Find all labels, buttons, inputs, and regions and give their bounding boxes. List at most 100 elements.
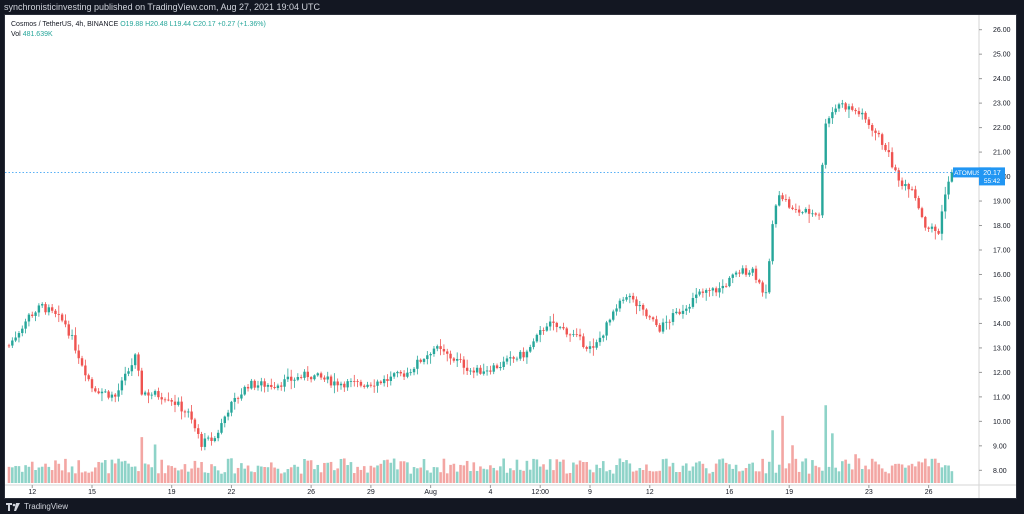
candle-body (180, 401, 183, 412)
volume-bar (379, 463, 383, 483)
candle-body (110, 394, 114, 398)
volume-bar (734, 464, 738, 483)
volume-bar (684, 463, 688, 483)
x-tick-label: 19 (785, 489, 793, 496)
price-chart[interactable]: 26.0025.0024.0023.0022.0021.0020.0019.00… (5, 15, 1016, 498)
volume-bar (641, 469, 645, 483)
candle-body (764, 292, 768, 294)
legend-vol-label: Vol (11, 31, 21, 38)
volume-bar (910, 463, 914, 483)
volume-bar (801, 461, 804, 483)
volume-bar (289, 467, 293, 483)
candle-body (316, 373, 319, 376)
volume-bar (273, 467, 276, 483)
volume-bar (190, 468, 193, 483)
candle-body (641, 305, 645, 310)
y-tick-label: 12.00 (993, 370, 1011, 377)
candle-body (223, 416, 226, 424)
candle-body (359, 381, 363, 386)
volume-bar (243, 468, 247, 483)
volume-bar (250, 471, 253, 483)
candle-body (791, 207, 794, 210)
candle-body (386, 379, 389, 381)
candle-body (525, 351, 529, 358)
candle-body (788, 199, 791, 208)
volume-bar (47, 466, 51, 483)
candle-body (754, 268, 758, 280)
candle-body (618, 300, 622, 309)
candle-body (356, 381, 359, 382)
volume-bar (927, 466, 930, 483)
candle-body (412, 368, 416, 373)
y-tick-label: 21.00 (993, 150, 1011, 157)
volume-bar (103, 460, 107, 483)
volume-bar (399, 461, 403, 483)
volume-bar (924, 458, 927, 483)
volume-bar (857, 458, 861, 483)
volume-bar (904, 467, 907, 483)
candle-body (940, 211, 944, 234)
volume-bar (459, 464, 462, 483)
symbol-tag-bg (953, 167, 991, 178)
volume-bar (917, 461, 920, 483)
volume-bar (628, 463, 632, 483)
y-tick-label: 26.00 (993, 27, 1011, 34)
volume-bar (269, 462, 273, 483)
volume-bar (774, 472, 778, 483)
candle-body (114, 394, 117, 397)
candle-body (864, 112, 867, 120)
volume-bar (160, 459, 164, 483)
publish-header: synchronisticinvesting published on Trad… (0, 0, 1024, 14)
volume-bar (386, 459, 389, 483)
volume-bar (147, 464, 150, 483)
x-tick-label: 15 (88, 489, 96, 496)
volume-bar (870, 458, 874, 483)
volume-bar (821, 470, 824, 483)
candle-body (854, 109, 857, 112)
tradingview-brand[interactable]: TradingView (6, 499, 68, 514)
volume-bar (767, 461, 771, 483)
x-tick-label: 4 (488, 489, 492, 496)
candle-body (137, 354, 140, 371)
volume-bar (123, 460, 127, 483)
candle-body (399, 371, 402, 374)
candle-body (402, 373, 406, 377)
candle-body (479, 367, 482, 374)
volume-bar (744, 468, 748, 483)
volume-bar (645, 464, 648, 483)
volume-bar (366, 472, 369, 483)
candle-body (133, 354, 137, 366)
candle-body (565, 328, 568, 335)
y-tick-label: 9.00 (993, 443, 1007, 450)
volume-bar (236, 467, 240, 483)
candle-body (821, 164, 824, 216)
candle-body (489, 370, 492, 372)
candle-body (280, 385, 283, 387)
candle-body (655, 319, 658, 326)
volume-bar (180, 469, 183, 483)
volume-bar (847, 463, 851, 483)
volume-bar (389, 462, 393, 483)
volume-bar (791, 445, 794, 483)
candle-body (801, 212, 804, 214)
volume-bar (37, 467, 41, 483)
candle-body (442, 349, 446, 352)
chart-panel[interactable]: 26.0025.0024.0023.0022.0021.0020.0019.00… (4, 14, 1017, 499)
volume-bar (492, 467, 496, 483)
candle-body (54, 310, 57, 315)
volume-bar (339, 458, 343, 483)
candle-body (837, 104, 841, 109)
candle-body (947, 181, 950, 195)
volume-bar (548, 459, 552, 483)
volume-bar (532, 458, 535, 483)
volume-bar (196, 467, 200, 483)
candle-body (203, 438, 207, 447)
volume-bar (213, 466, 217, 483)
volume-bar (601, 461, 605, 483)
volume-bar (120, 461, 124, 483)
candle-body (917, 198, 920, 209)
volume-bar (60, 470, 64, 483)
candle-body (890, 152, 894, 168)
price-tag-value: 20.17 (983, 170, 1001, 177)
candle-body (120, 380, 124, 391)
